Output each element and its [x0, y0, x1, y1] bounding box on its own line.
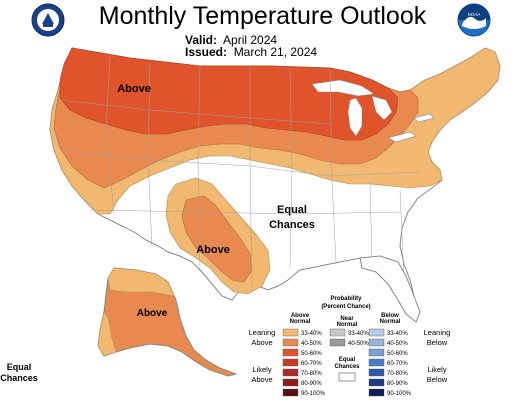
legend-title-1: Probability: [330, 296, 362, 302]
label-equal-chances-1: Equal: [277, 204, 307, 216]
legend-col-below-2: Normal: [380, 319, 401, 325]
legend-near-label-0: 33-40%: [348, 331, 369, 337]
legend-above-label-3: 60-70%: [301, 361, 322, 367]
legend-below-swatch-6: [368, 388, 385, 397]
noaa-logo-icon: NOAA: [457, 3, 491, 37]
legend-above-swatch-4: [282, 368, 299, 377]
legend-near-swatch-1: [329, 338, 346, 347]
legend-below-swatch-3: [368, 358, 385, 367]
noaa-logo-text: NOAA: [468, 12, 481, 17]
legend-below-label-4: 70-80%: [387, 371, 408, 377]
valid-line: Valid: April 2024: [185, 33, 277, 47]
legend-equal-2: Chances: [334, 364, 360, 370]
issued-line: Issued: March 21, 2024: [185, 45, 317, 59]
legend-near-swatch-0: [329, 328, 346, 337]
legend-above-label-1: 40-50%: [301, 341, 322, 347]
legend-leaning-above-2: Above: [251, 338, 272, 347]
legend-below-swatch-0: [368, 328, 385, 337]
legend-equal-1: Equal: [339, 357, 356, 363]
legend-above-label-5: 80-90%: [301, 381, 322, 387]
legend-below-swatch-2: [368, 348, 385, 357]
legend-below-label-2: 50-60%: [387, 351, 408, 357]
legend-above-label-2: 50-60%: [301, 351, 322, 357]
issued-value: March 21, 2024: [233, 45, 318, 59]
legend-near-column: 33-40% 40-50%: [329, 328, 369, 347]
state-boundaries: [59, 55, 421, 291]
legend-below-swatch-1: [368, 338, 385, 347]
legend-below-label-6: 90-100%: [387, 391, 412, 397]
legend-col-near-1: Near: [340, 316, 354, 322]
label-hawaii-1: Equal: [7, 362, 32, 372]
legend-below-label-0: 33-40%: [387, 331, 408, 337]
legend-below-swatch-5: [368, 378, 385, 387]
alaska-north-slope: [107, 267, 175, 297]
legend-above-swatch-2: [282, 348, 299, 357]
legend-above-label-0: 33-40%: [301, 331, 322, 337]
great-lakes: [311, 79, 435, 143]
legend-below-label-1: 40-50%: [387, 341, 408, 347]
legend-leaning-below-2: Below: [427, 338, 448, 347]
label-equal-chances-2: Chances: [269, 219, 315, 231]
valid-label: Valid:: [185, 33, 218, 47]
legend-likely-below-1: Likely: [427, 365, 446, 374]
legend-leaning-below-1: Leaning: [424, 328, 451, 337]
above-40-50-southwest: [181, 195, 253, 283]
legend-above-label-6: 90-100%: [301, 391, 326, 397]
issued-label: Issued:: [185, 45, 228, 59]
legend-below-label-3: 60-70%: [387, 361, 408, 367]
legend-col-near-2: Normal: [337, 322, 358, 328]
legend: Probability (Percent Chance) Above Norma…: [249, 296, 451, 397]
legend-above-column: 33-40% 40-50% 50-60% 60-70% 70-80% 80-90% 90-1…: [282, 328, 326, 397]
legend-near-label-1: 40-50%: [348, 341, 369, 347]
page-title: Monthly Temperature Outlook: [98, 2, 427, 30]
legend-above-swatch-1: [282, 338, 299, 347]
label-above-north: Above: [117, 83, 151, 95]
legend-below-swatch-4: [368, 368, 385, 377]
alaska-west-coast: [97, 311, 117, 357]
valid-value: April 2024: [223, 33, 278, 47]
legend-below-column: 33-40% 40-50% 50-60% 60-70% 70-80% 80-90% 90-1…: [368, 328, 412, 397]
label-above-alaska: Above: [137, 308, 168, 319]
legend-col-above-2: Normal: [290, 319, 311, 325]
legend-above-swatch-3: [282, 358, 299, 367]
legend-likely-above-2: Above: [251, 375, 272, 384]
florida: [359, 255, 421, 323]
label-above-texas: Above: [196, 244, 230, 256]
legend-likely-above-1: Likely: [252, 365, 271, 374]
legend-below-label-5: 80-90%: [387, 381, 408, 387]
legend-above-label-4: 70-80%: [301, 371, 322, 377]
legend-col-below-1: Below: [381, 313, 399, 319]
legend-leaning-above-1: Leaning: [249, 328, 276, 337]
above-50-60-north: [59, 47, 399, 141]
legend-likely-below-2: Below: [427, 375, 448, 384]
legend-title-2: (Percent Chance): [321, 304, 370, 310]
legend-above-swatch-5: [282, 378, 299, 387]
legend-equal-swatch: [338, 372, 356, 382]
legend-above-swatch-0: [282, 328, 299, 337]
doc-seal-icon: [31, 3, 65, 37]
legend-above-swatch-6: [282, 388, 299, 397]
legend-col-above-1: Above: [291, 313, 310, 319]
label-hawaii-2: Chances: [0, 373, 38, 383]
